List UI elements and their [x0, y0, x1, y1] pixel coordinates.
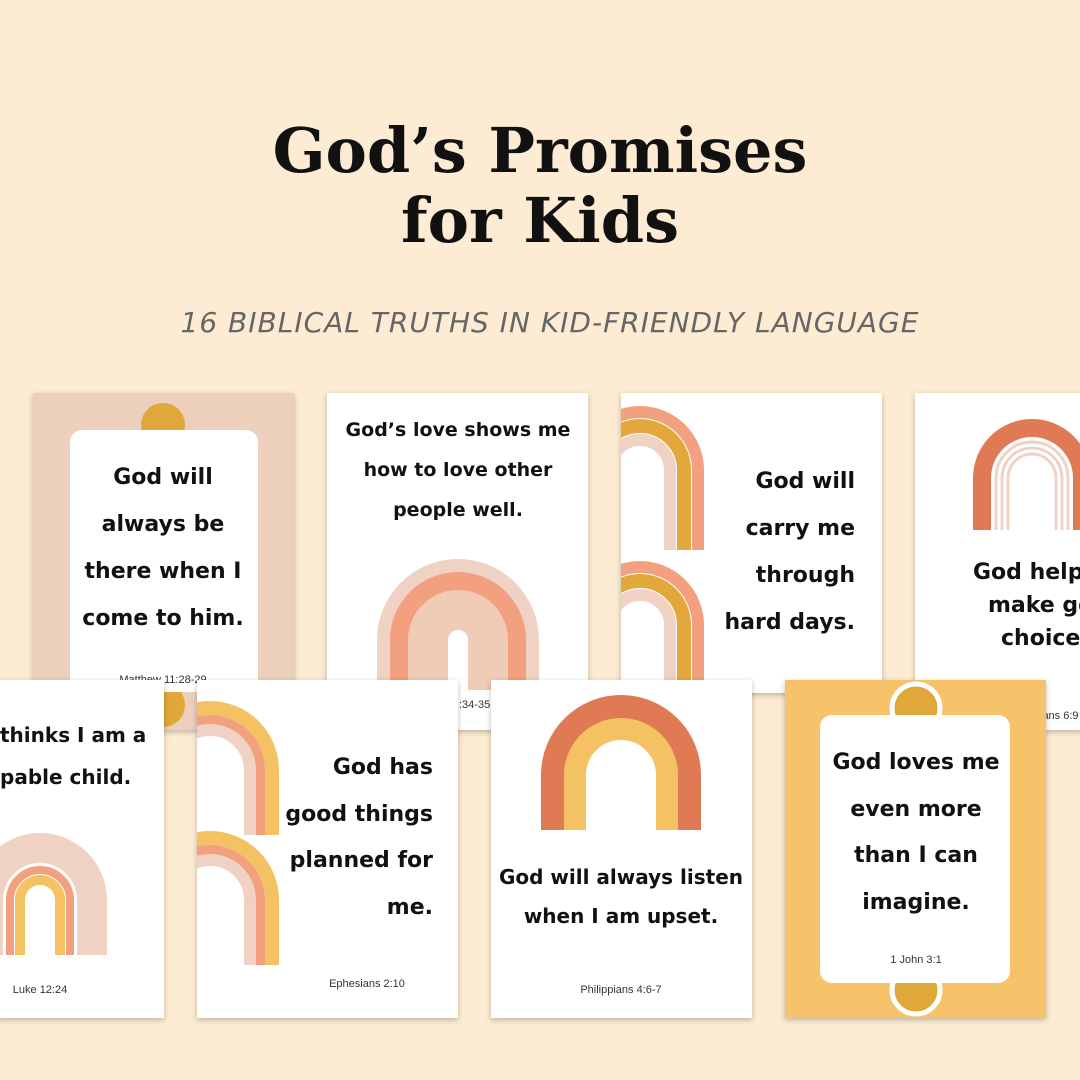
- card-content: thinks I am a pable child. Luke 12:24: [0, 723, 146, 996]
- card-line: even more: [850, 797, 981, 822]
- rainbow: [1006, 452, 1058, 530]
- title: for Kids: [401, 184, 679, 257]
- card: God loves me even more than I can imagine. 1…: [785, 680, 1046, 1018]
- card: God will always listen when I am upset. Ph…: [491, 680, 752, 1018]
- rainbow: [197, 701, 279, 835]
- rainbow: [621, 434, 676, 550]
- card-content: God will always be there when I come to him…: [70, 403, 258, 727]
- card-line: people well.: [393, 499, 523, 521]
- panel: [820, 715, 1010, 983]
- card-line: choices: [1001, 626, 1080, 651]
- card: God will always be there when I come to him…: [33, 393, 294, 730]
- rainbow: [621, 419, 691, 550]
- subtitle: 16 BIBLICAL TRUTHS IN KID-FRIENDLY LANGU…: [181, 306, 920, 339]
- card-line: planned for: [290, 848, 433, 873]
- card-line: carry me: [746, 516, 855, 541]
- card: God will carry me through hard days.: [621, 393, 882, 693]
- card-line: imagine.: [862, 890, 970, 915]
- card: thinks I am a pable child. Luke 12:24: [0, 680, 164, 1018]
- card-line: there when I: [85, 559, 242, 584]
- rainbow: [390, 572, 526, 690]
- card-line: God’s love shows me: [346, 419, 571, 441]
- card-line: always be: [102, 512, 225, 537]
- rainbow: [621, 589, 676, 693]
- card-line: God will: [755, 469, 855, 494]
- card-line: God will always listen: [499, 865, 743, 889]
- rainbow: [621, 574, 691, 693]
- card-reference: ians 6:9: [1040, 710, 1079, 722]
- card-line: when I am upset.: [524, 904, 718, 928]
- card-line: how to love other: [364, 459, 553, 481]
- rainbow: [377, 559, 539, 690]
- rainbow: [197, 854, 256, 965]
- card-content: God has good things planned for me. Ephesian…: [197, 701, 433, 990]
- panel: [70, 430, 258, 692]
- title: God’s Promises: [273, 114, 808, 187]
- card-line: through: [756, 563, 855, 588]
- card-line: than I can: [854, 843, 978, 868]
- card-line: hard days.: [725, 610, 855, 635]
- rainbow: [197, 715, 265, 835]
- rainbow: [564, 718, 678, 830]
- cards: God will always be there when I come to him…: [0, 393, 1080, 1018]
- card-reference: :34-35: [459, 699, 490, 711]
- card-content: God helps make goo choices ians 6:9: [973, 419, 1080, 722]
- rainbow: [621, 406, 704, 550]
- card-line: God will: [113, 465, 213, 490]
- card-line: God helps: [973, 560, 1080, 585]
- rainbow: [197, 831, 279, 965]
- card-content: God will carry me through hard days.: [621, 406, 855, 693]
- card-line: me.: [387, 895, 433, 920]
- rainbow: [994, 440, 1070, 530]
- card: God has good things planned for me. Ephesian…: [197, 680, 458, 1018]
- rainbow: [15, 875, 65, 955]
- card-reference: Philippians 4:6-7: [580, 984, 661, 996]
- rainbow: [197, 724, 256, 835]
- rainbow: [541, 695, 701, 830]
- card-reference: 1 John 3:1: [890, 954, 941, 966]
- card-content: God’s love shows me how to love other peop…: [346, 419, 571, 711]
- card-line: God has: [333, 755, 433, 780]
- card-line: thinks I am a: [0, 723, 146, 747]
- rainbow: [973, 419, 1080, 530]
- rainbow: [0, 833, 107, 955]
- rainbow: [1000, 446, 1064, 530]
- card-line: pable child.: [0, 765, 131, 789]
- card: God helps make goo choices ians 6:9: [915, 393, 1080, 730]
- card-reference: Luke 12:24: [13, 984, 67, 996]
- rainbow: [197, 845, 265, 965]
- rainbow: [408, 590, 508, 690]
- card-line: make goo: [988, 593, 1080, 618]
- rainbow: [621, 561, 704, 693]
- rainbow: [5, 866, 74, 955]
- card-line: good things: [285, 802, 433, 827]
- card-line: come to him.: [82, 606, 243, 631]
- card-content: God will always listen when I am upset. Ph…: [499, 695, 743, 996]
- card-reference: Ephesians 2:10: [329, 978, 405, 990]
- card-content: God loves me even more than I can imagine. 1…: [820, 681, 1010, 1017]
- card: God’s love shows me how to love other peop…: [327, 393, 588, 730]
- card-line: God loves me: [832, 750, 999, 775]
